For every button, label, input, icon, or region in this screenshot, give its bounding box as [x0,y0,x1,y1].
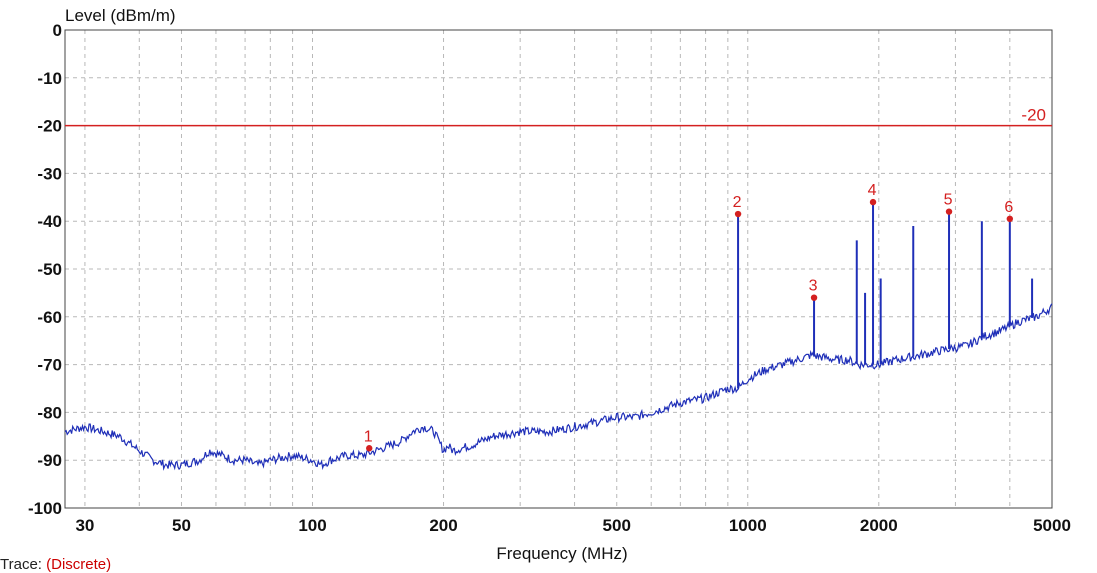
x-tick-label: 200 [429,516,457,535]
y-tick-label: -40 [37,212,62,231]
x-tick-label: 500 [603,516,631,535]
limit-line-label: -20 [1021,106,1046,125]
y-tick-label: -30 [37,164,62,183]
marker-label: 1 [364,428,373,445]
marker-point [810,294,818,301]
x-tick-labels: 30 50 100 200 500 1000 2000 5000 [75,516,1070,535]
marker-point [1006,215,1014,223]
y-axis-label: Level (dBm/m) [65,6,176,25]
marker-label: 3 [809,278,818,295]
marker-label: 6 [1004,199,1013,216]
marker-label: 4 [868,182,877,199]
y-tick-label: -50 [37,260,62,279]
y-tick-labels: 0 -10 -20 -30 -40 -50 -60 -70 -80 -90 -100 [28,21,62,518]
y-tick-label: -60 [37,308,62,327]
y-tick-label: -100 [28,499,62,518]
trace-group [64,202,1053,471]
x-tick-label: 1000 [729,516,767,535]
plot-frame [64,29,1053,509]
x-tick-label: 2000 [860,516,898,535]
trace-caption: Trace: (Discrete) [0,556,111,573]
trace-line [64,303,1053,471]
marker-label: 5 [944,192,953,209]
y-tick-label: 0 [53,21,62,40]
y-tick-label: -70 [37,356,62,375]
marker-group: 1 2 3 4 5 6 [364,182,1014,452]
limit-line-group: -20 [65,106,1052,127]
y-tick-label: -90 [37,451,62,470]
x-tick-label: 5000 [1033,516,1071,535]
grid-lines [65,30,1052,508]
marker-point [366,445,373,452]
y-tick-label: -20 [37,117,62,136]
y-tick-label: -10 [37,69,62,88]
x-axis-label: Frequency (MHz) [496,544,627,563]
y-tick-label: -80 [37,403,62,422]
trace-caption-label: Trace: [0,556,42,573]
trace-caption-value: (Discrete) [46,556,112,573]
marker-point [945,208,953,215]
marker-point [869,198,877,206]
x-tick-label: 100 [298,516,326,535]
x-tick-label: 30 [75,516,94,535]
marker-point [734,210,742,218]
x-tick-label: 50 [172,516,191,535]
marker-label: 2 [733,194,742,211]
